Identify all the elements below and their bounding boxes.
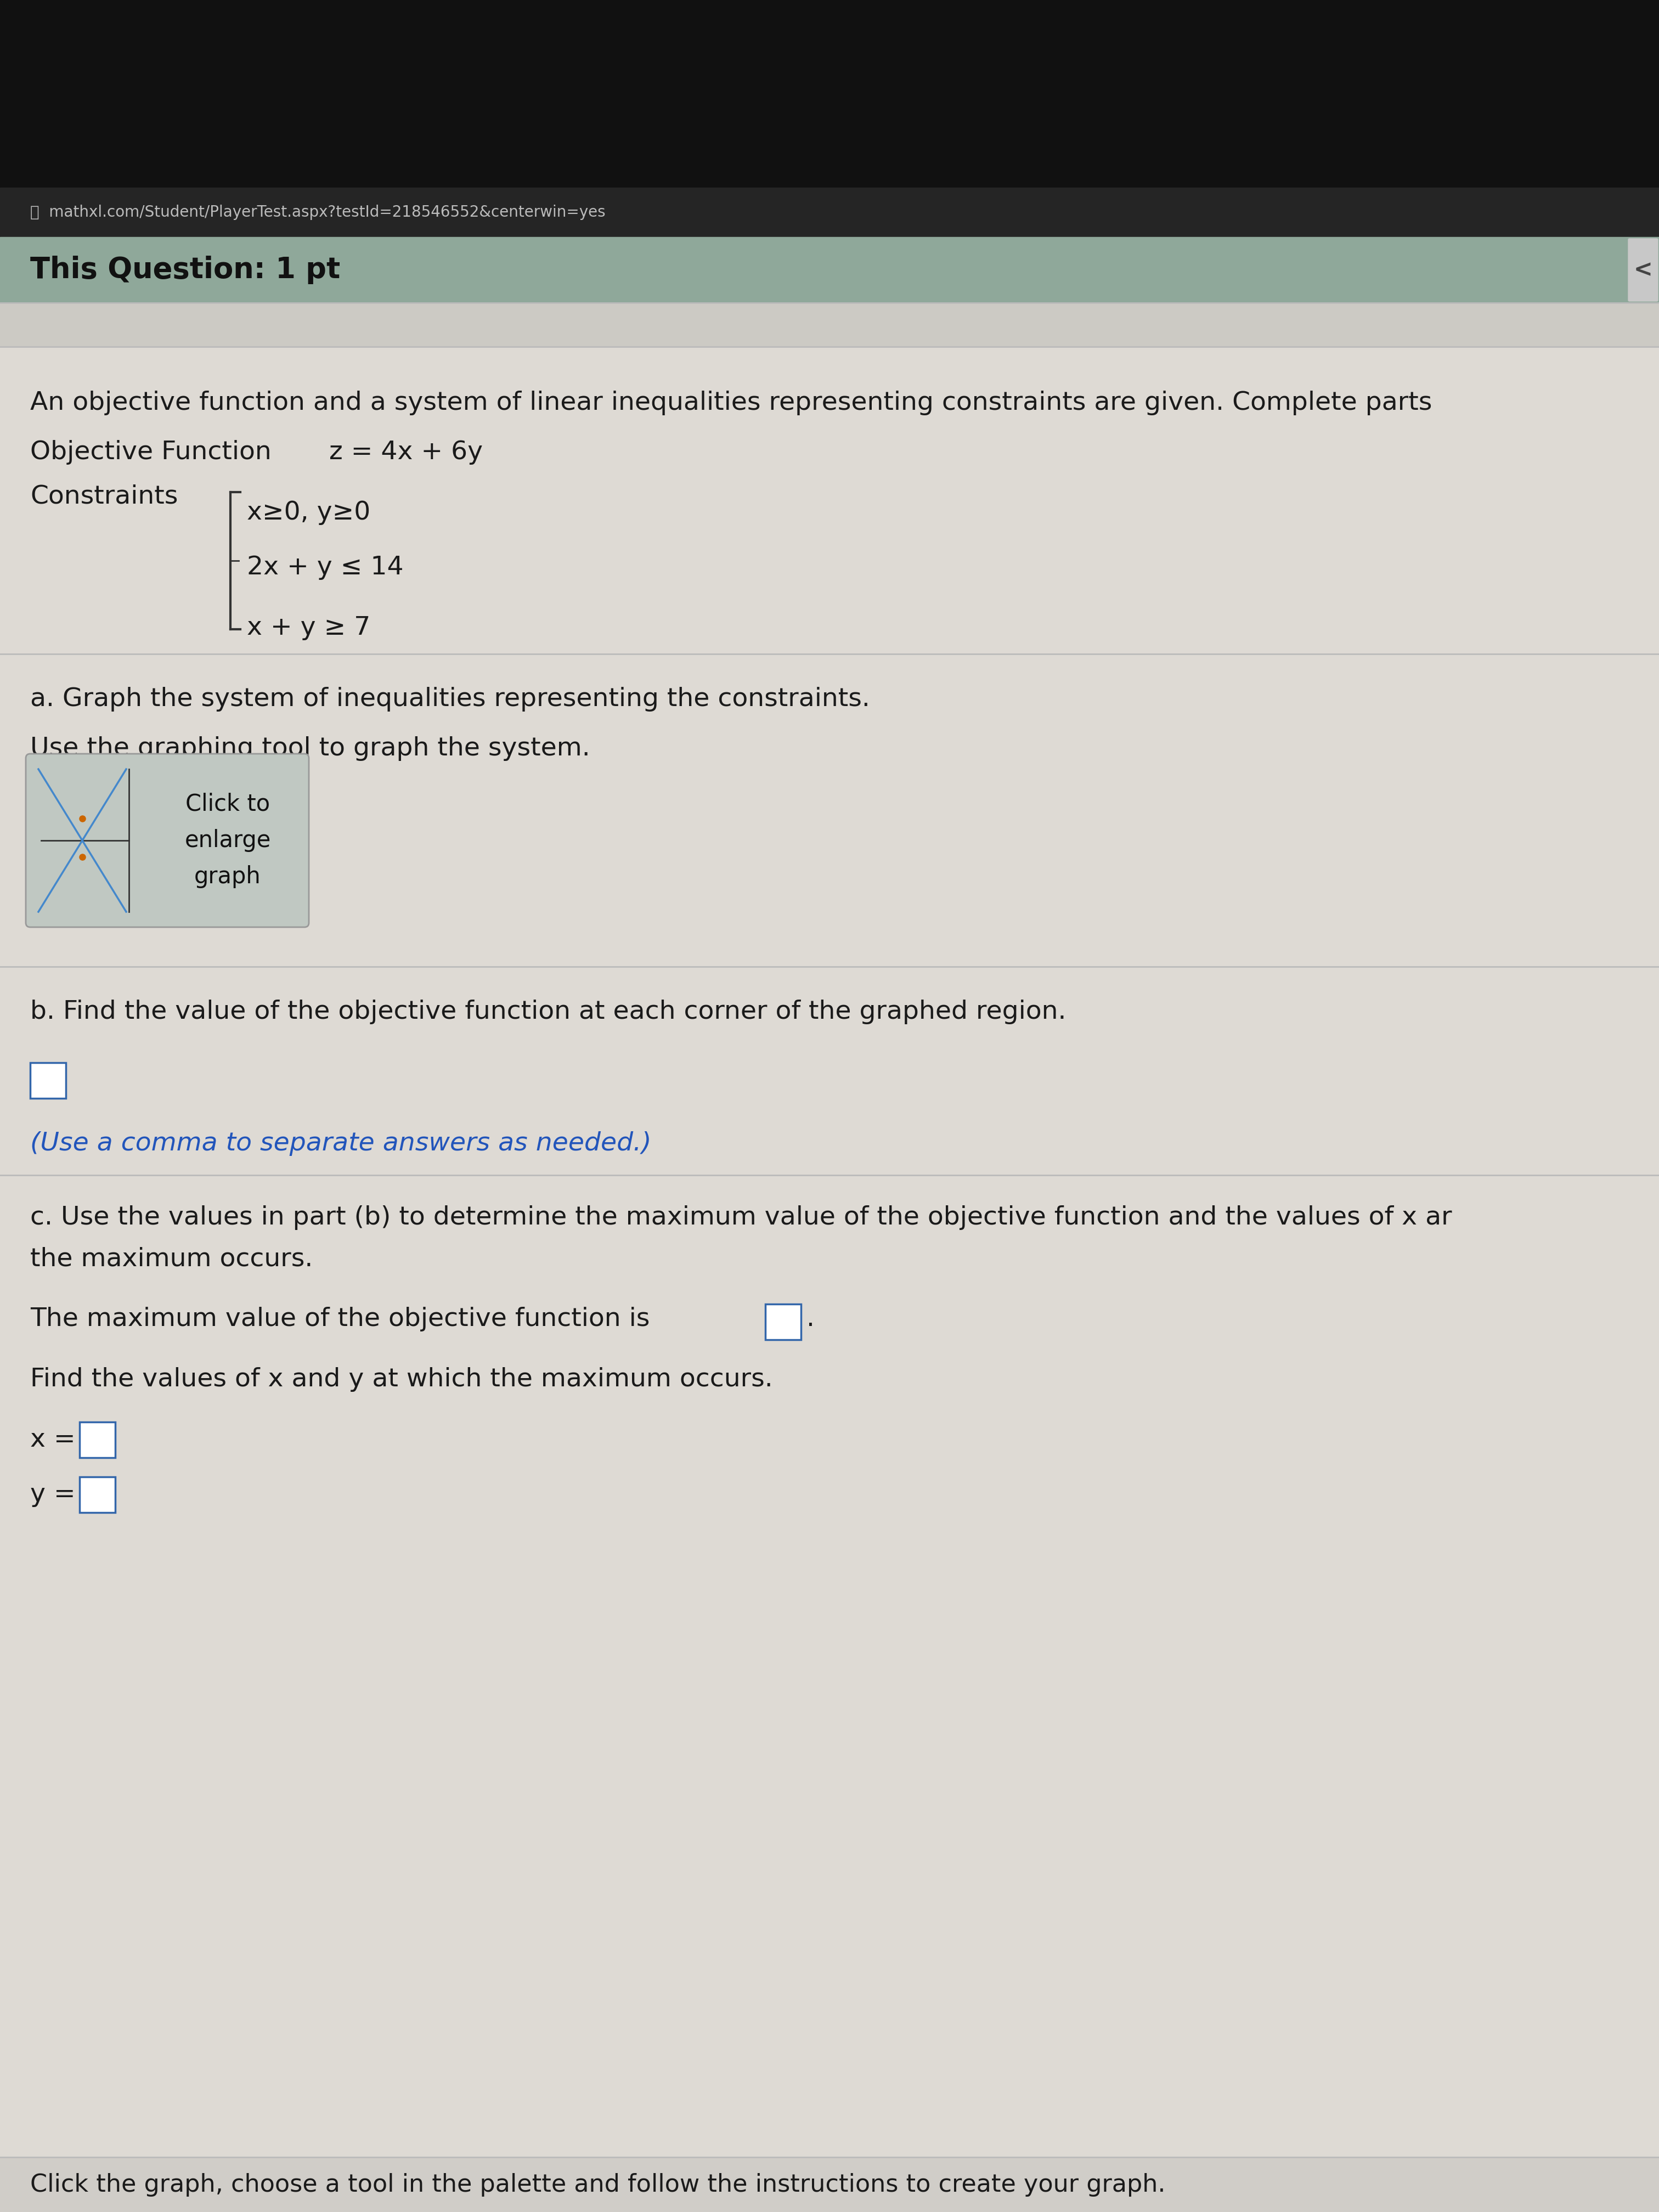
Text: y =: y = (30, 1482, 76, 1506)
Bar (0, 0, 1659, 181)
Text: graph: graph (194, 865, 260, 889)
Text: <: < (1634, 259, 1652, 281)
Bar (0, 188, 1659, 237)
Text: Objective Function: Objective Function (30, 440, 272, 465)
Text: b. Find the value of the objective function at each corner of the graphed region: b. Find the value of the objective funct… (30, 1000, 1067, 1024)
Bar (765, 1305, 801, 1340)
Text: x≥0, y≥0: x≥0, y≥0 (247, 500, 370, 524)
Bar (80, 1478, 114, 1513)
Text: Constraints: Constraints (30, 484, 178, 509)
Text: The maximum value of the objective function is: The maximum value of the objective funct… (30, 1307, 650, 1332)
Text: Find the values of x and y at which the maximum occurs.: Find the values of x and y at which the … (30, 1367, 773, 1391)
Text: z = 4x + 6y: z = 4x + 6y (328, 440, 483, 465)
Text: the maximum occurs.: the maximum occurs. (30, 1245, 314, 1272)
Text: x + y ≥ 7: x + y ≥ 7 (247, 615, 370, 639)
Text: .: . (806, 1307, 815, 1332)
Bar (30, 1062, 66, 1099)
Text: Click the graph, choose a tool in the palette and follow the instructions to cre: Click the graph, choose a tool in the pa… (30, 2172, 1166, 2197)
FancyBboxPatch shape (27, 754, 309, 927)
Bar (0, 303, 1659, 2212)
Text: Use the graphing tool to graph the system.: Use the graphing tool to graph the syste… (30, 737, 591, 761)
Text: 2x + y ≤ 14: 2x + y ≤ 14 (247, 555, 403, 580)
Text: a. Graph the system of inequalities representing the constraints.: a. Graph the system of inequalities repr… (30, 688, 869, 712)
Bar (0, 303, 1659, 347)
Text: x =: x = (30, 1427, 76, 1451)
Text: This Question: 1 pt: This Question: 1 pt (30, 257, 340, 283)
Text: 🔒  mathxl.com/Student/PlayerTest.aspx?testId=218546552&centerwin=yes: 🔒 mathxl.com/Student/PlayerTest.aspx?tes… (30, 206, 606, 219)
Text: c. Use the values in part (b) to determine the maximum value of the objective fu: c. Use the values in part (b) to determi… (30, 1206, 1452, 1230)
Text: (Use a comma to separate answers as needed.): (Use a comma to separate answers as need… (30, 1130, 652, 1157)
Text: Click to: Click to (186, 792, 270, 816)
Bar (0, 237, 1659, 303)
Bar (0, 2157, 1659, 2212)
Text: enlarge: enlarge (184, 830, 270, 852)
Text: An objective function and a system of linear inequalities representing constrain: An objective function and a system of li… (30, 392, 1432, 416)
Bar (80, 1422, 114, 1458)
FancyBboxPatch shape (1627, 239, 1657, 301)
